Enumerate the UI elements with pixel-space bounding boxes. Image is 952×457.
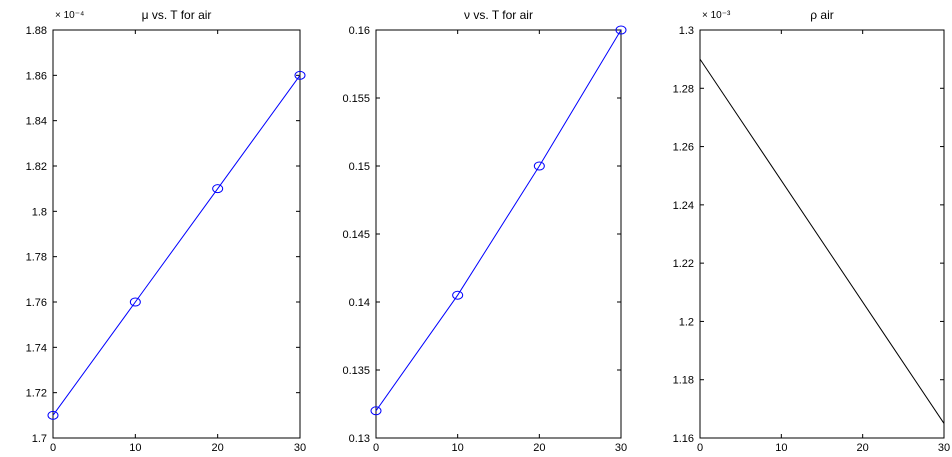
y-tick-label: 1.72 — [26, 388, 47, 400]
chart-title: ν vs. T for air — [464, 8, 533, 22]
chart-panel-1: 0 10 20 30 1.7 1.72 1.74 1.76 1.78 1.8 1.82 1.84 1.8… — [26, 8, 307, 454]
x-tick-label: 30 — [294, 442, 306, 454]
x-tick-label: 0 — [373, 442, 379, 454]
y-tick-label: 0.14 — [349, 297, 370, 309]
y-tick-label: 1.3 — [679, 25, 694, 37]
series-line — [375, 29, 622, 412]
y-tick-label: 0.135 — [342, 365, 370, 377]
data-point-marker — [452, 290, 464, 300]
x-tick-label: 20 — [212, 442, 224, 454]
y-axis-exponent: × 10⁻⁴ — [55, 10, 84, 21]
y-tick-label: 1.16 — [673, 433, 694, 445]
y-tick-label: 1.18 — [673, 375, 694, 387]
x-tick-label: 30 — [615, 442, 627, 454]
y-tick-label: 1.82 — [26, 161, 47, 173]
data-point-marker — [615, 25, 627, 35]
series-line — [699, 58, 945, 424]
y-tick-label: 1.24 — [673, 200, 694, 212]
plot-area — [699, 29, 945, 439]
data-point-marker — [212, 184, 224, 194]
y-tick-label: 1.88 — [26, 25, 47, 37]
y-tick-label: 0.13 — [349, 433, 370, 445]
data-point-marker — [533, 161, 545, 171]
chart-title: μ vs. T for air — [142, 8, 212, 22]
y-axis-exponent: × 10⁻³ — [702, 10, 731, 21]
chart-panel-3: 0 10 20 30 1.16 1.18 1.2 1.22 1.24 1.26 1.28 1.3 × 1… — [673, 8, 951, 454]
x-tick-label: 0 — [697, 442, 703, 454]
y-tick-label: 1.2 — [679, 316, 694, 328]
y-tick-label: 1.8 — [32, 206, 47, 218]
y-tick-label: 1.78 — [26, 252, 47, 264]
plot-area — [52, 29, 301, 439]
y-tick-label: 1.74 — [26, 342, 47, 354]
x-tick-label: 10 — [452, 442, 464, 454]
x-tick-label: 0 — [50, 442, 56, 454]
x-tick-label: 20 — [533, 442, 545, 454]
x-tick-label: 20 — [857, 442, 869, 454]
y-tick-label: 1.86 — [26, 70, 47, 82]
data-point-marker — [129, 297, 141, 307]
series-line — [52, 75, 301, 416]
data-point-marker — [370, 406, 382, 416]
y-tick-label: 0.145 — [342, 229, 370, 241]
x-tick-label: 10 — [775, 442, 787, 454]
data-point-marker — [294, 70, 306, 80]
y-tick-label: 0.15 — [349, 161, 370, 173]
chart-panel-2: 0 10 20 30 0.13 0.135 0.14 0.145 0.15 0.155 0.16 ν … — [342, 8, 627, 454]
y-tick-label: 1.76 — [26, 297, 47, 309]
data-point-marker — [47, 410, 59, 420]
chart-title: ρ air — [810, 8, 834, 22]
x-tick-label: 10 — [129, 442, 141, 454]
y-tick-label: 1.84 — [26, 116, 47, 128]
y-tick-label: 1.26 — [673, 142, 694, 154]
y-tick-label: 0.16 — [349, 25, 370, 37]
y-tick-label: 1.22 — [673, 258, 694, 270]
y-tick-label: 1.7 — [32, 433, 47, 445]
y-tick-label: 1.28 — [673, 83, 694, 95]
x-tick-label: 30 — [938, 442, 950, 454]
y-tick-label: 0.155 — [342, 93, 370, 105]
